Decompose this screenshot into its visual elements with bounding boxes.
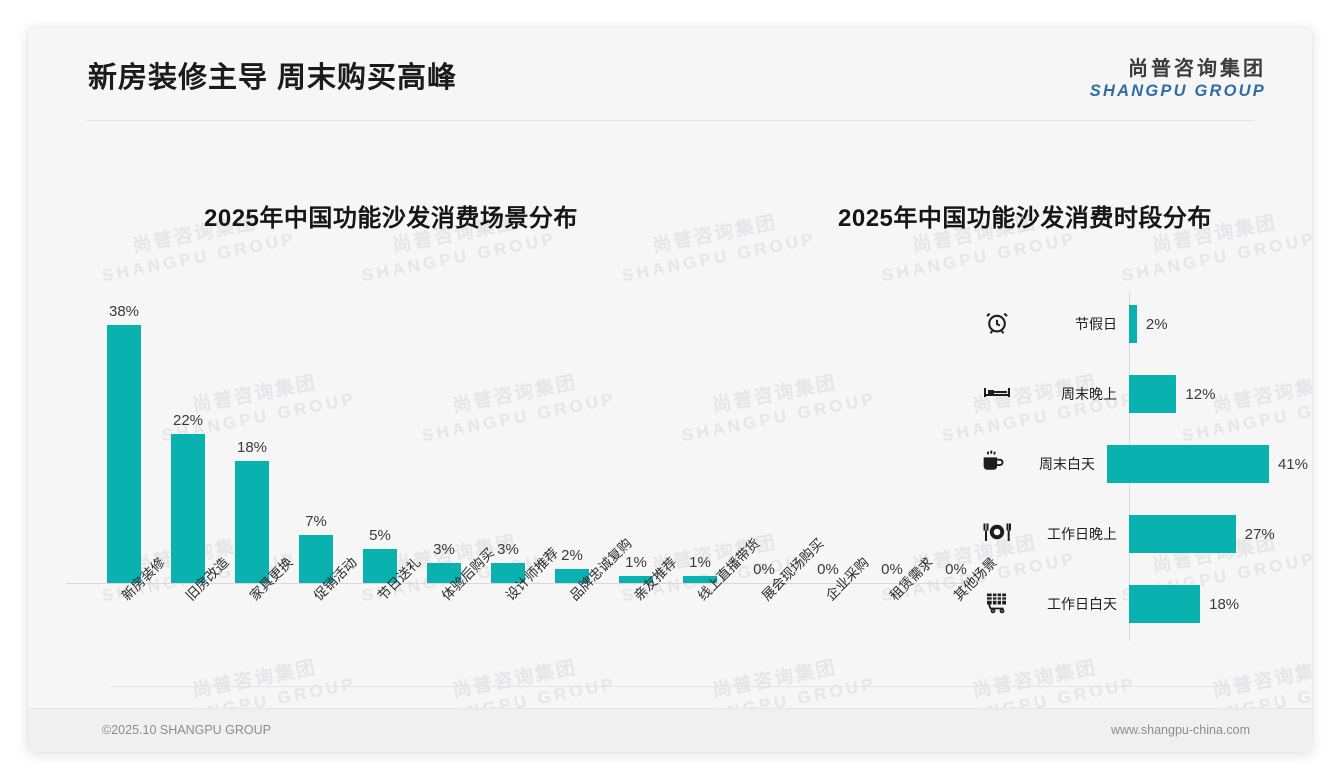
timeslot-category-label: 节假日 — [1075, 316, 1117, 332]
timeslot-bar — [1106, 445, 1269, 483]
scenario-bar — [107, 325, 141, 583]
scenario-bar-value: 22% — [172, 411, 204, 429]
scenario-bar — [427, 562, 461, 583]
website-link[interactable]: www.shangpu-china.com — [1111, 723, 1250, 737]
scenario-bar-value: 0% — [945, 561, 967, 578]
scenario-bar-column[interactable]: 0% — [860, 268, 924, 583]
scenario-bar-value: 38% — [108, 303, 140, 320]
copyright-text: ©2025.10 SHANGPU GROUP — [102, 723, 271, 737]
timeslot-bar-wrap: 2% — [1129, 305, 1308, 343]
slide-card: 尚普咨询集团 SHANGPU GROUP 尚普咨询集团 SHANGPU GROUP 尚普… — [28, 28, 1312, 752]
scenario-bar-column[interactable]: 0% — [924, 268, 988, 583]
timeslot-bar — [1129, 305, 1137, 343]
scenario-bar — [299, 535, 333, 583]
brand-logo-en: SHANGPU GROUP — [1089, 82, 1266, 100]
alarm-clock-icon — [968, 309, 1026, 340]
scenario-bar-value: 7% — [305, 513, 327, 531]
chart-title-timeslot: 2025年中国功能沙发消费时段分布 — [838, 205, 1212, 232]
timeslot-bar — [1129, 375, 1177, 413]
scenario-bar-column[interactable]: 2% — [540, 268, 604, 583]
timeslot-category-label: 周末晚上 — [1061, 386, 1117, 402]
scenario-bar-value: 5% — [369, 527, 391, 545]
page-title: 新房装修主导 周末购买高峰 — [88, 62, 458, 94]
brand-logo: 尚普咨询集团 SHANGPU GROUP — [1090, 52, 1266, 101]
scenario-bar-value: 2% — [561, 547, 583, 565]
timeslot-bar-wrap: 41% — [1106, 445, 1308, 483]
timeslot-bar-row[interactable]: 工作日晚上 27% — [968, 499, 1308, 569]
timeslot-bar-value: 18% — [1209, 595, 1240, 613]
scenario-bar-value: 18% — [236, 438, 268, 456]
timeslot-bar-value: 41% — [1277, 455, 1308, 473]
timeslot-bar — [1129, 585, 1201, 623]
brand-logo-cn: 尚普咨询集团 — [1128, 58, 1266, 80]
scenario-bar — [363, 549, 397, 583]
scenario-bar-column[interactable]: 38% — [92, 268, 156, 583]
coffee-cup-icon — [968, 448, 1017, 480]
scenario-bar-column[interactable]: 7% — [284, 268, 348, 583]
scenario-bar-column[interactable]: 0% — [732, 268, 796, 583]
scenario-bar-value: 3% — [497, 540, 519, 558]
scenario-bar-column[interactable]: 1% — [668, 268, 732, 583]
chart-title-scenario: 2025年中国功能沙发消费场景分布 — [204, 205, 578, 232]
shopping-cart-icon — [968, 588, 1026, 620]
timeslot-category-label: 工作日晚上 — [1047, 526, 1117, 542]
header-divider — [86, 120, 1254, 121]
timeslot-bar-value: 12% — [1185, 385, 1216, 403]
scenario-bar-chart: 38% 新房装修 22% 旧房改造 18% 家具更换 7% 促销活动 5% 节日送礼 3% 体验后购买… — [66, 268, 1000, 668]
timeslot-bar-value: 2% — [1145, 315, 1168, 333]
timeslot-bar-chart: 节假日 2% 周末晚上 12% 周末白天 41% 工作日晚上 27% 工作日白天 18% — [968, 283, 1308, 663]
scenario-bar-column[interactable]: 5% — [348, 268, 412, 583]
slide-footer: ©2025.10 SHANGPU GROUP www.shangpu-china… — [28, 708, 1312, 752]
scenario-bar — [491, 562, 525, 583]
scenario-bar — [171, 433, 205, 583]
timeslot-category-label: 工作日白天 — [1047, 596, 1117, 612]
bed-icon — [968, 379, 1026, 410]
timeslot-bar-wrap: 12% — [1129, 375, 1308, 413]
scenario-bar — [235, 460, 269, 583]
scenario-bar — [555, 569, 589, 583]
footnote-divider — [110, 686, 1230, 687]
scenario-bar-column[interactable]: 0% — [796, 268, 860, 583]
dinner-plate-icon — [968, 519, 1026, 550]
timeslot-bar-row[interactable]: 周末白天 41% — [968, 429, 1308, 499]
scenario-bar-value: 0% — [753, 561, 775, 578]
scenario-bar-value: 1% — [689, 554, 711, 572]
scenario-bar-column[interactable]: 3% — [476, 268, 540, 583]
timeslot-bar-wrap: 27% — [1129, 515, 1308, 553]
scenario-bar-column[interactable]: 1% — [604, 268, 668, 583]
timeslot-bar-row[interactable]: 节假日 2% — [968, 289, 1308, 359]
timeslot-bar-row[interactable]: 周末晚上 12% — [968, 359, 1308, 429]
scenario-x-axis — [66, 583, 971, 584]
scenario-bar-value: 0% — [817, 561, 839, 578]
scenario-bar-value: 0% — [881, 561, 903, 578]
timeslot-bar-row[interactable]: 工作日白天 18% — [968, 569, 1308, 639]
timeslot-category-label: 周末白天 — [1038, 456, 1095, 472]
scenario-bar-column[interactable]: 3% — [412, 268, 476, 583]
timeslot-bar — [1129, 515, 1236, 553]
scenario-bar — [619, 576, 653, 583]
scenario-bar — [683, 576, 717, 583]
scenario-bar-value: 1% — [625, 554, 647, 572]
scenario-bar-value: 3% — [433, 540, 455, 558]
timeslot-bar-value: 27% — [1244, 525, 1275, 543]
timeslot-bar-wrap: 18% — [1129, 585, 1308, 623]
slide-header: 新房装修主导 周末购买高峰 尚普咨询集团 SHANGPU GROUP — [28, 28, 1312, 122]
scenario-bar-column[interactable]: 18% — [220, 268, 284, 583]
scenario-bar-column[interactable]: 22% — [156, 268, 220, 583]
